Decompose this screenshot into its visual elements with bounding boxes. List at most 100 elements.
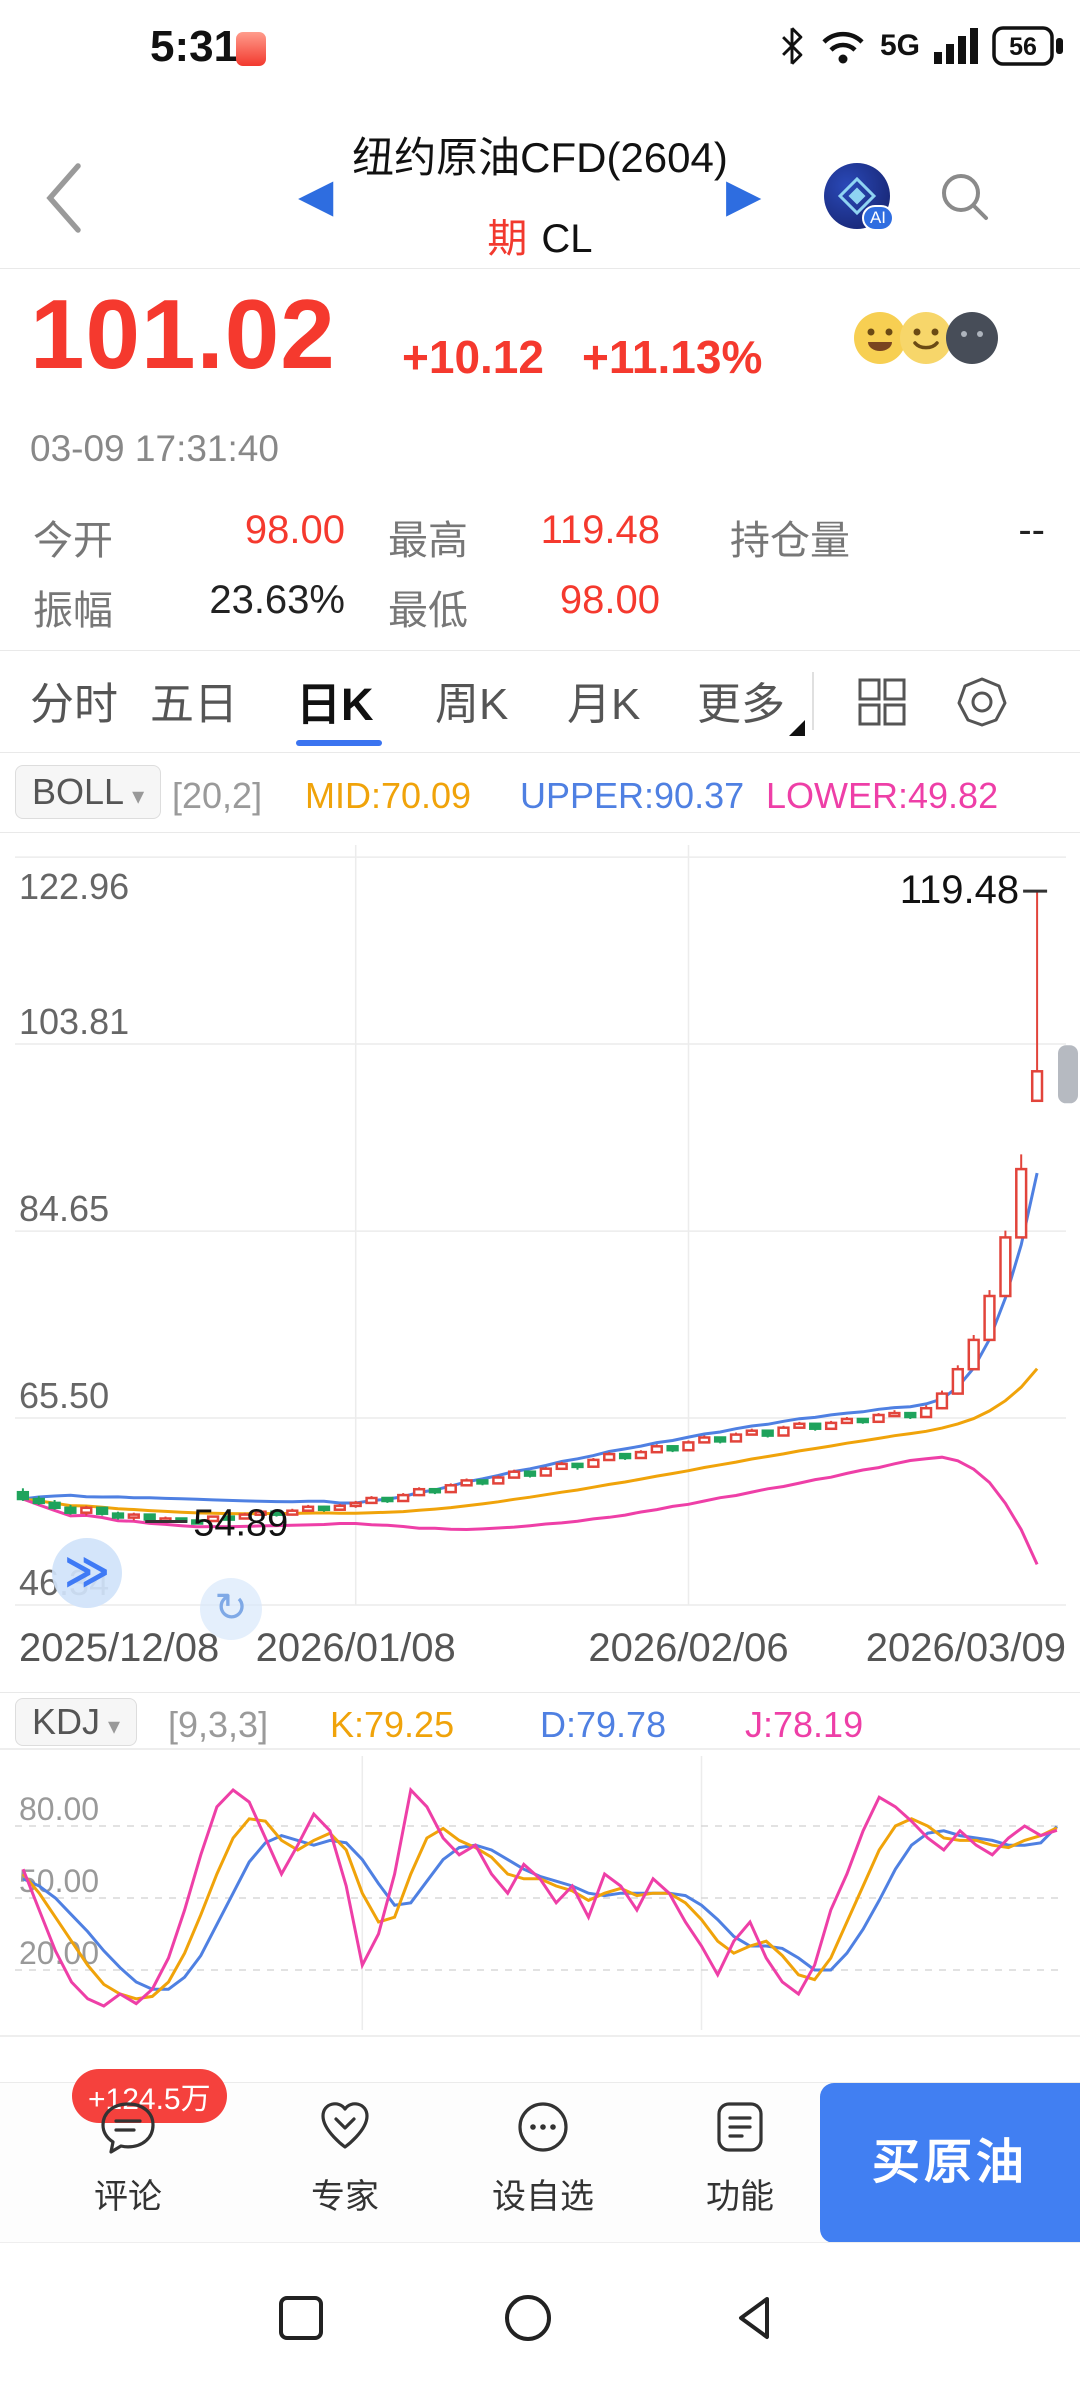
gear-icon: [957, 677, 1007, 727]
kdj-label: KDJ: [32, 1701, 101, 1742]
stat-low-value: 98.00: [559, 578, 660, 622]
ticker-symbol: CL: [541, 217, 593, 261]
stat-low-label: 最低: [388, 589, 468, 633]
comments-label: 评论: [94, 2178, 162, 2216]
svg-text:20.00: 20.00: [19, 1935, 99, 1971]
svg-text:56: 56: [1009, 33, 1037, 61]
boll-label: BOLL: [32, 771, 125, 812]
tab-monthly-k[interactable]: 月K: [567, 680, 641, 729]
search-button[interactable]: [936, 168, 994, 231]
svg-text:122.96: 122.96: [19, 866, 129, 907]
stat-open-label: 今开: [33, 519, 113, 563]
tab-weekly-k[interactable]: 周K: [435, 680, 509, 729]
back-button[interactable]: [36, 156, 96, 245]
kdj-params: [9,3,3]: [168, 1704, 269, 1745]
stat-open-value: 98.00: [244, 508, 345, 552]
broker-ai-logo[interactable]: AI: [824, 163, 894, 231]
svg-text:119.48: 119.48: [900, 868, 1019, 912]
add-watchlist-label: 设自选: [492, 2178, 594, 2216]
wifi-icon: [822, 31, 864, 64]
grid-icon: [858, 678, 906, 726]
stat-openinterest-label: 持仓量: [730, 519, 850, 563]
grid-layout-button[interactable]: [856, 676, 908, 733]
bluetooth-icon: [782, 27, 803, 65]
watchlist-ellipsis-icon: [518, 2102, 568, 2152]
svg-text:84.65: 84.65: [19, 1188, 109, 1229]
functions-label: 功能: [706, 2178, 774, 2216]
tab-daily-k[interactable]: 日K: [296, 679, 374, 730]
recording-indicator-icon: [236, 32, 266, 66]
svg-text:103.81: 103.81: [19, 1001, 129, 1042]
prev-instrument-button[interactable]: ◀: [298, 169, 334, 221]
functions-list-icon: [717, 2102, 763, 2152]
kdj-d-value: D:79.78: [540, 1704, 667, 1745]
chart-settings-button[interactable]: [956, 676, 1008, 733]
battery-icon: 56: [992, 26, 1063, 66]
boll-lower-value: LOWER:49.82: [766, 775, 999, 816]
tab-fiveday[interactable]: 五日: [150, 680, 238, 729]
ai-tag: AI: [861, 205, 894, 231]
kdj-k-value: K:79.25: [330, 1704, 455, 1745]
recents-square-icon: [279, 2296, 323, 2340]
bottom-action-bar: +124.5万 评论 专家 设自选: [0, 2069, 1080, 2243]
price-change-percent: +11.13%: [582, 331, 763, 383]
svg-text:80.00: 80.00: [19, 1791, 99, 1827]
boll-dropdown-icon: ▾: [132, 783, 145, 810]
tab-more-label: 更多: [697, 680, 785, 729]
quote-timestamp: 03-09 17:31:40: [30, 428, 279, 469]
clock: 5:31: [150, 22, 239, 71]
boll-params: [20,2]: [172, 775, 263, 816]
buy-crude-button[interactable]: 买原油: [820, 2083, 1080, 2243]
signal-bars-icon: [934, 28, 978, 64]
experts-button[interactable]: [315, 2097, 375, 2157]
price-change: +10.12: [402, 331, 544, 383]
comments-button[interactable]: [98, 2097, 158, 2157]
svg-text:65.50: 65.50: [19, 1375, 109, 1416]
svg-text:2026/01/08: 2026/01/08: [256, 1626, 456, 1670]
more-dropdown-icon: [789, 720, 805, 736]
recents-button[interactable]: [274, 2291, 328, 2350]
svg-text:2026/02/06: 2026/02/06: [588, 1626, 788, 1670]
home-circle-icon: [505, 2295, 551, 2341]
stat-high-label: 最高: [388, 519, 468, 563]
more-emotions-icon: [946, 312, 998, 364]
stat-amplitude-value: 23.63%: [209, 578, 345, 622]
boll-mid-value: MID:70.09: [305, 775, 472, 816]
laugh-emoji-icon: [854, 312, 906, 364]
svg-text:2026/03/09: 2026/03/09: [866, 1626, 1066, 1670]
android-nav-bar: [0, 2242, 1080, 2400]
page-title: 纽约原油CFD(2604): [352, 134, 728, 181]
sentiment-emojis[interactable]: [854, 310, 1000, 366]
rotate-landscape-button[interactable]: ↻: [200, 1578, 262, 1640]
tab-timeline[interactable]: 分时: [30, 680, 118, 729]
stat-high-value: 119.48: [540, 508, 660, 552]
search-icon: [942, 174, 988, 220]
home-button[interactable]: [501, 2291, 555, 2350]
last-price: 101.02: [30, 279, 336, 389]
svg-text:2025/12/08: 2025/12/08: [19, 1626, 219, 1670]
active-tab-underline: [296, 740, 382, 746]
tab-more[interactable]: 更多: [697, 668, 805, 736]
status-icons: 5G 56: [778, 24, 1066, 68]
futures-badge: 期: [487, 217, 528, 261]
expand-tools-button[interactable]: ≫: [52, 1538, 122, 1608]
add-watchlist-button[interactable]: [513, 2097, 573, 2157]
boll-upper-value: UPPER:90.37: [520, 775, 745, 816]
boll-selector[interactable]: BOLL ▾: [15, 765, 162, 819]
instrument-subtitle: 期 CL: [0, 206, 1080, 264]
expert-badge-icon: [321, 2102, 369, 2149]
back-nav-button[interactable]: [729, 2291, 783, 2350]
main-candlestick-chart[interactable]: 122.96103.8184.6565.5046.34119.4854.8920…: [0, 833, 1080, 1693]
experts-label: 专家: [311, 2178, 379, 2216]
next-instrument-button[interactable]: ▶: [726, 169, 762, 221]
chat-bubble-icon: [101, 2102, 155, 2154]
functions-button[interactable]: [710, 2097, 770, 2157]
kdj-j-value: J:78.19: [745, 1704, 864, 1745]
network-type-label: 5G: [879, 29, 920, 62]
back-triangle-icon: [739, 2297, 769, 2339]
tabbar-divider: [812, 672, 814, 730]
kdj-selector[interactable]: KDJ ▾: [15, 1698, 138, 1746]
svg-text:54.89: 54.89: [193, 1503, 288, 1545]
